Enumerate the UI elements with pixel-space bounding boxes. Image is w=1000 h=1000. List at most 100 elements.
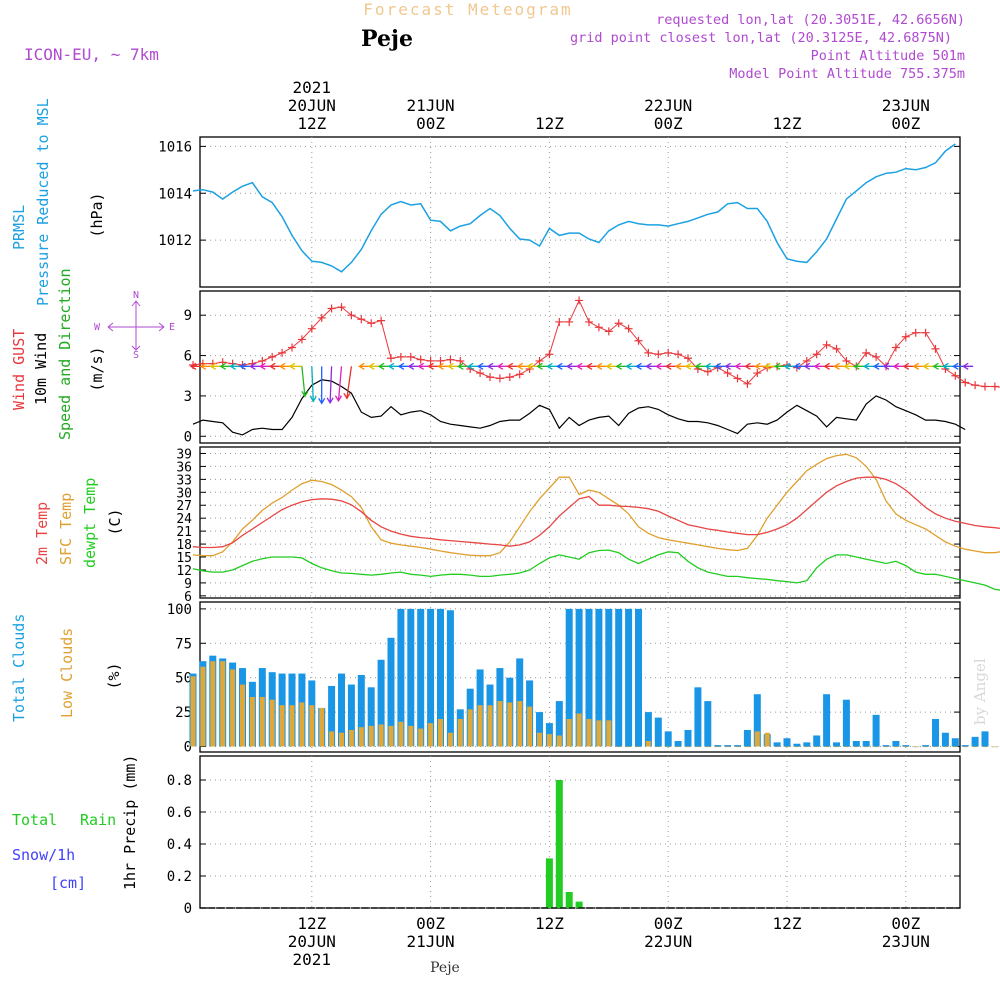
low-cloud-bar <box>982 746 988 748</box>
gust-point-marker <box>634 336 643 345</box>
gust-point-marker <box>555 317 564 326</box>
gust-point-marker <box>585 317 593 326</box>
low-cloud-bar <box>388 725 394 747</box>
low-cloud-bar <box>556 735 562 747</box>
low-cloud-bar <box>259 696 265 747</box>
low-cloud-bar <box>546 734 552 747</box>
time-axis-label: 00Z <box>891 914 920 933</box>
low-cloud-bar <box>744 746 750 748</box>
low-cloud-bar <box>804 746 810 748</box>
svg-text:N: N <box>133 290 139 301</box>
low-cloud-bar <box>586 718 592 747</box>
wind-frame <box>199 290 961 444</box>
gust-point-marker <box>664 348 673 357</box>
gust-point-marker <box>743 379 752 388</box>
time-axis-label: 12Z <box>773 114 802 133</box>
low-cloud-bar <box>863 746 869 748</box>
low-cloud-bar <box>527 706 533 747</box>
low-cloud-bar <box>329 731 335 747</box>
low-cloud-bar <box>893 746 899 748</box>
low-cloud-bar <box>358 727 364 747</box>
wind-direction-arrow <box>334 366 343 403</box>
low-cloud-bar <box>230 669 236 747</box>
time-axis-label: 12Z <box>535 114 564 133</box>
wind-panel-labels: Wind GUST 10m Wind Speed and Direction (… <box>10 268 175 440</box>
wind-direction-arrow <box>326 366 334 405</box>
low-cloud-bar <box>853 746 859 748</box>
total-cloud-bar <box>575 608 583 747</box>
low-cloud-bar <box>883 746 889 748</box>
time-axis-label: 00Z <box>891 114 920 133</box>
wind-direction-arrow <box>249 362 261 370</box>
gust-point-marker <box>921 328 930 337</box>
pressure-series-line <box>192 143 956 273</box>
total-cloud-bar <box>981 731 989 747</box>
gust-point-marker <box>614 319 623 328</box>
total-cloud-bar <box>446 610 454 747</box>
y-tick-label: 25 <box>175 705 192 721</box>
dewpt-series-line <box>192 549 1000 591</box>
total-cloud-bar <box>377 659 385 747</box>
low-cloud-bar <box>903 746 909 748</box>
y-tick-label: 0 <box>184 739 192 755</box>
gridpoint-coordinates: grid point closest lon,lat (20.3125E, 42… <box>570 30 952 46</box>
total-cloud-bar <box>565 608 573 747</box>
gust-point-marker <box>872 352 881 361</box>
gust-point-marker <box>387 354 395 363</box>
gust-point-marker <box>377 316 386 325</box>
y-tick-label: 33 <box>176 473 192 488</box>
low-cloud-bar <box>368 725 374 747</box>
time-axis-label: 21JUN <box>407 932 455 951</box>
low-cloud-bar <box>517 701 523 747</box>
temp-2m-series-line <box>192 476 1000 549</box>
total-cloud-bar <box>615 608 623 747</box>
total-cloud-bar <box>555 701 563 747</box>
low-cloud-bar <box>497 701 503 747</box>
wind-direction-arrow <box>278 362 291 370</box>
gust-point-marker <box>347 311 356 320</box>
gust-point-marker <box>486 373 494 382</box>
low-cloud-bar <box>606 720 612 747</box>
wind-direction-arrow <box>268 362 281 370</box>
wind-direction-arrow <box>239 362 250 370</box>
time-axis-label: 22JUN <box>644 96 692 115</box>
y-tick-label: 1016 <box>158 139 192 155</box>
pressure-unit: (hPa) <box>88 192 106 237</box>
total-cloud-bar <box>852 740 860 747</box>
wind-direction-arrow <box>961 362 974 370</box>
total-cloud-bar <box>813 735 821 747</box>
low-cloud-bar <box>972 746 978 748</box>
total-cloud-bar <box>437 608 444 747</box>
pressure-label-full: Pressure Reduced to MSL <box>34 98 52 306</box>
compass-icon: N W E S <box>94 290 175 361</box>
rain-bar <box>555 780 563 908</box>
low-cloud-bar <box>695 746 701 748</box>
total-cloud-bar <box>803 742 811 747</box>
footer-station: Peje <box>430 960 460 976</box>
total-cloud-bar <box>823 694 831 747</box>
low-cloud-bar <box>240 684 245 747</box>
low-cloud-bar <box>626 746 632 748</box>
wind-direction-arrow <box>476 362 489 370</box>
time-axis-label: 12Z <box>773 914 802 933</box>
wind-direction-arrow <box>259 362 271 370</box>
low-cloud-bar <box>923 746 929 748</box>
low-cloud-bar <box>537 732 542 747</box>
total-cloud-bar <box>585 608 593 747</box>
low-cloud-bar <box>933 746 938 748</box>
gust-point-marker <box>842 356 851 365</box>
y-tick-label: 50 <box>175 671 192 687</box>
svg-text:W: W <box>94 322 101 333</box>
gust-point-marker <box>436 356 445 365</box>
wind-10m-label: 10m Wind <box>32 333 50 405</box>
wind-direction-arrow <box>318 366 326 405</box>
low-cloud-bar <box>210 661 216 747</box>
y-tick-label: 30 <box>176 486 192 501</box>
temp-sfc-label: SFC Temp <box>57 493 75 565</box>
point-altitude: Point Altitude 501m <box>811 48 965 64</box>
